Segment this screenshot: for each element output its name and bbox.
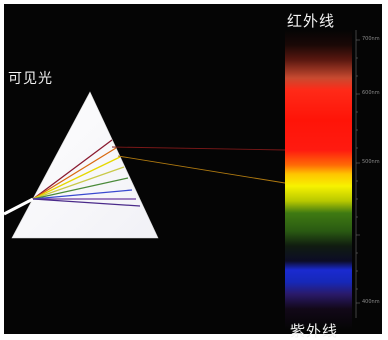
ray-yellow (32, 156, 121, 200)
ray-yellow-green (32, 166, 125, 200)
spectrum-band (285, 30, 352, 330)
incident-light-beam (3, 197, 34, 216)
ray-deep-violet (32, 198, 141, 207)
refracted-rays (32, 139, 141, 207)
ultraviolet-label: 紫外线 (290, 322, 339, 340)
ray-green (32, 177, 129, 200)
outgoing-red-ray (111, 146, 286, 151)
ray-red (32, 139, 113, 200)
infrared-label: 红外线 (287, 12, 336, 30)
outgoing-orange-ray (117, 155, 286, 184)
ray-orange (32, 147, 117, 200)
scale-tick-label: 600nm (362, 90, 380, 96)
scale-tick-label: 700nm (362, 36, 380, 42)
ray-blue (32, 189, 133, 200)
visible-light-label: 可见光 (8, 71, 53, 87)
scale-tick-label: 500nm (362, 159, 380, 165)
wavelength-scale (355, 30, 360, 318)
scale-tick-label: 400nm (362, 299, 380, 305)
prism-triangle (11, 91, 159, 239)
